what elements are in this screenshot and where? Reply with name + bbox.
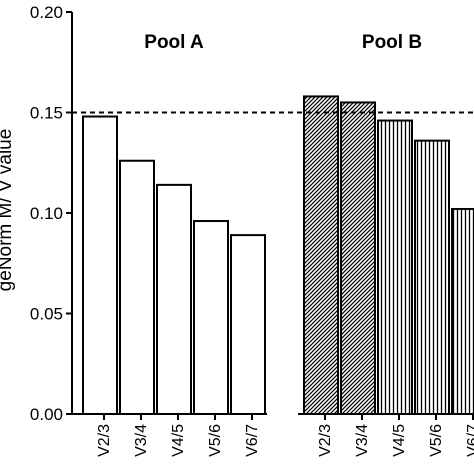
x-tick-label: V6/7: [465, 424, 474, 457]
x-tick-label: V2/3: [317, 424, 334, 457]
bar: [340, 101, 376, 415]
y-tick-label: 0.15: [30, 104, 63, 123]
group-label: Pool B: [362, 32, 422, 53]
x-tick-label: V3/4: [133, 424, 150, 457]
group-label: Pool A: [144, 32, 204, 53]
x-tick-label: V2/3: [96, 424, 113, 457]
bar: [156, 183, 192, 415]
y-tick-label: 0.20: [30, 3, 63, 22]
plot-area: 0.00 0.05 0.10 0.15 0.20 Pool A V2/3 V3/4 V4/5 V5…: [30, 3, 474, 457]
bar: [230, 234, 266, 415]
bar: [377, 119, 413, 415]
y-axis-label: geNorm M/ V value: [0, 129, 16, 292]
y-tick-label: 0.00: [30, 405, 63, 424]
x-tick-label: V5/6: [428, 424, 445, 457]
x-tick-label: V4/5: [170, 424, 187, 457]
bar: [303, 95, 339, 415]
bar: [82, 115, 118, 416]
bar: [193, 220, 229, 415]
bar: [119, 159, 155, 415]
x-tick-label: V4/5: [391, 424, 408, 457]
x-tick-label: V5/6: [207, 424, 224, 457]
y-tick-label: 0.10: [30, 204, 63, 223]
bar: [414, 139, 450, 415]
x-tick-label: V6/7: [244, 424, 261, 457]
x-tick-label: V3/4: [354, 424, 371, 457]
bar: [451, 207, 474, 415]
y-tick-label: 0.05: [30, 305, 63, 324]
